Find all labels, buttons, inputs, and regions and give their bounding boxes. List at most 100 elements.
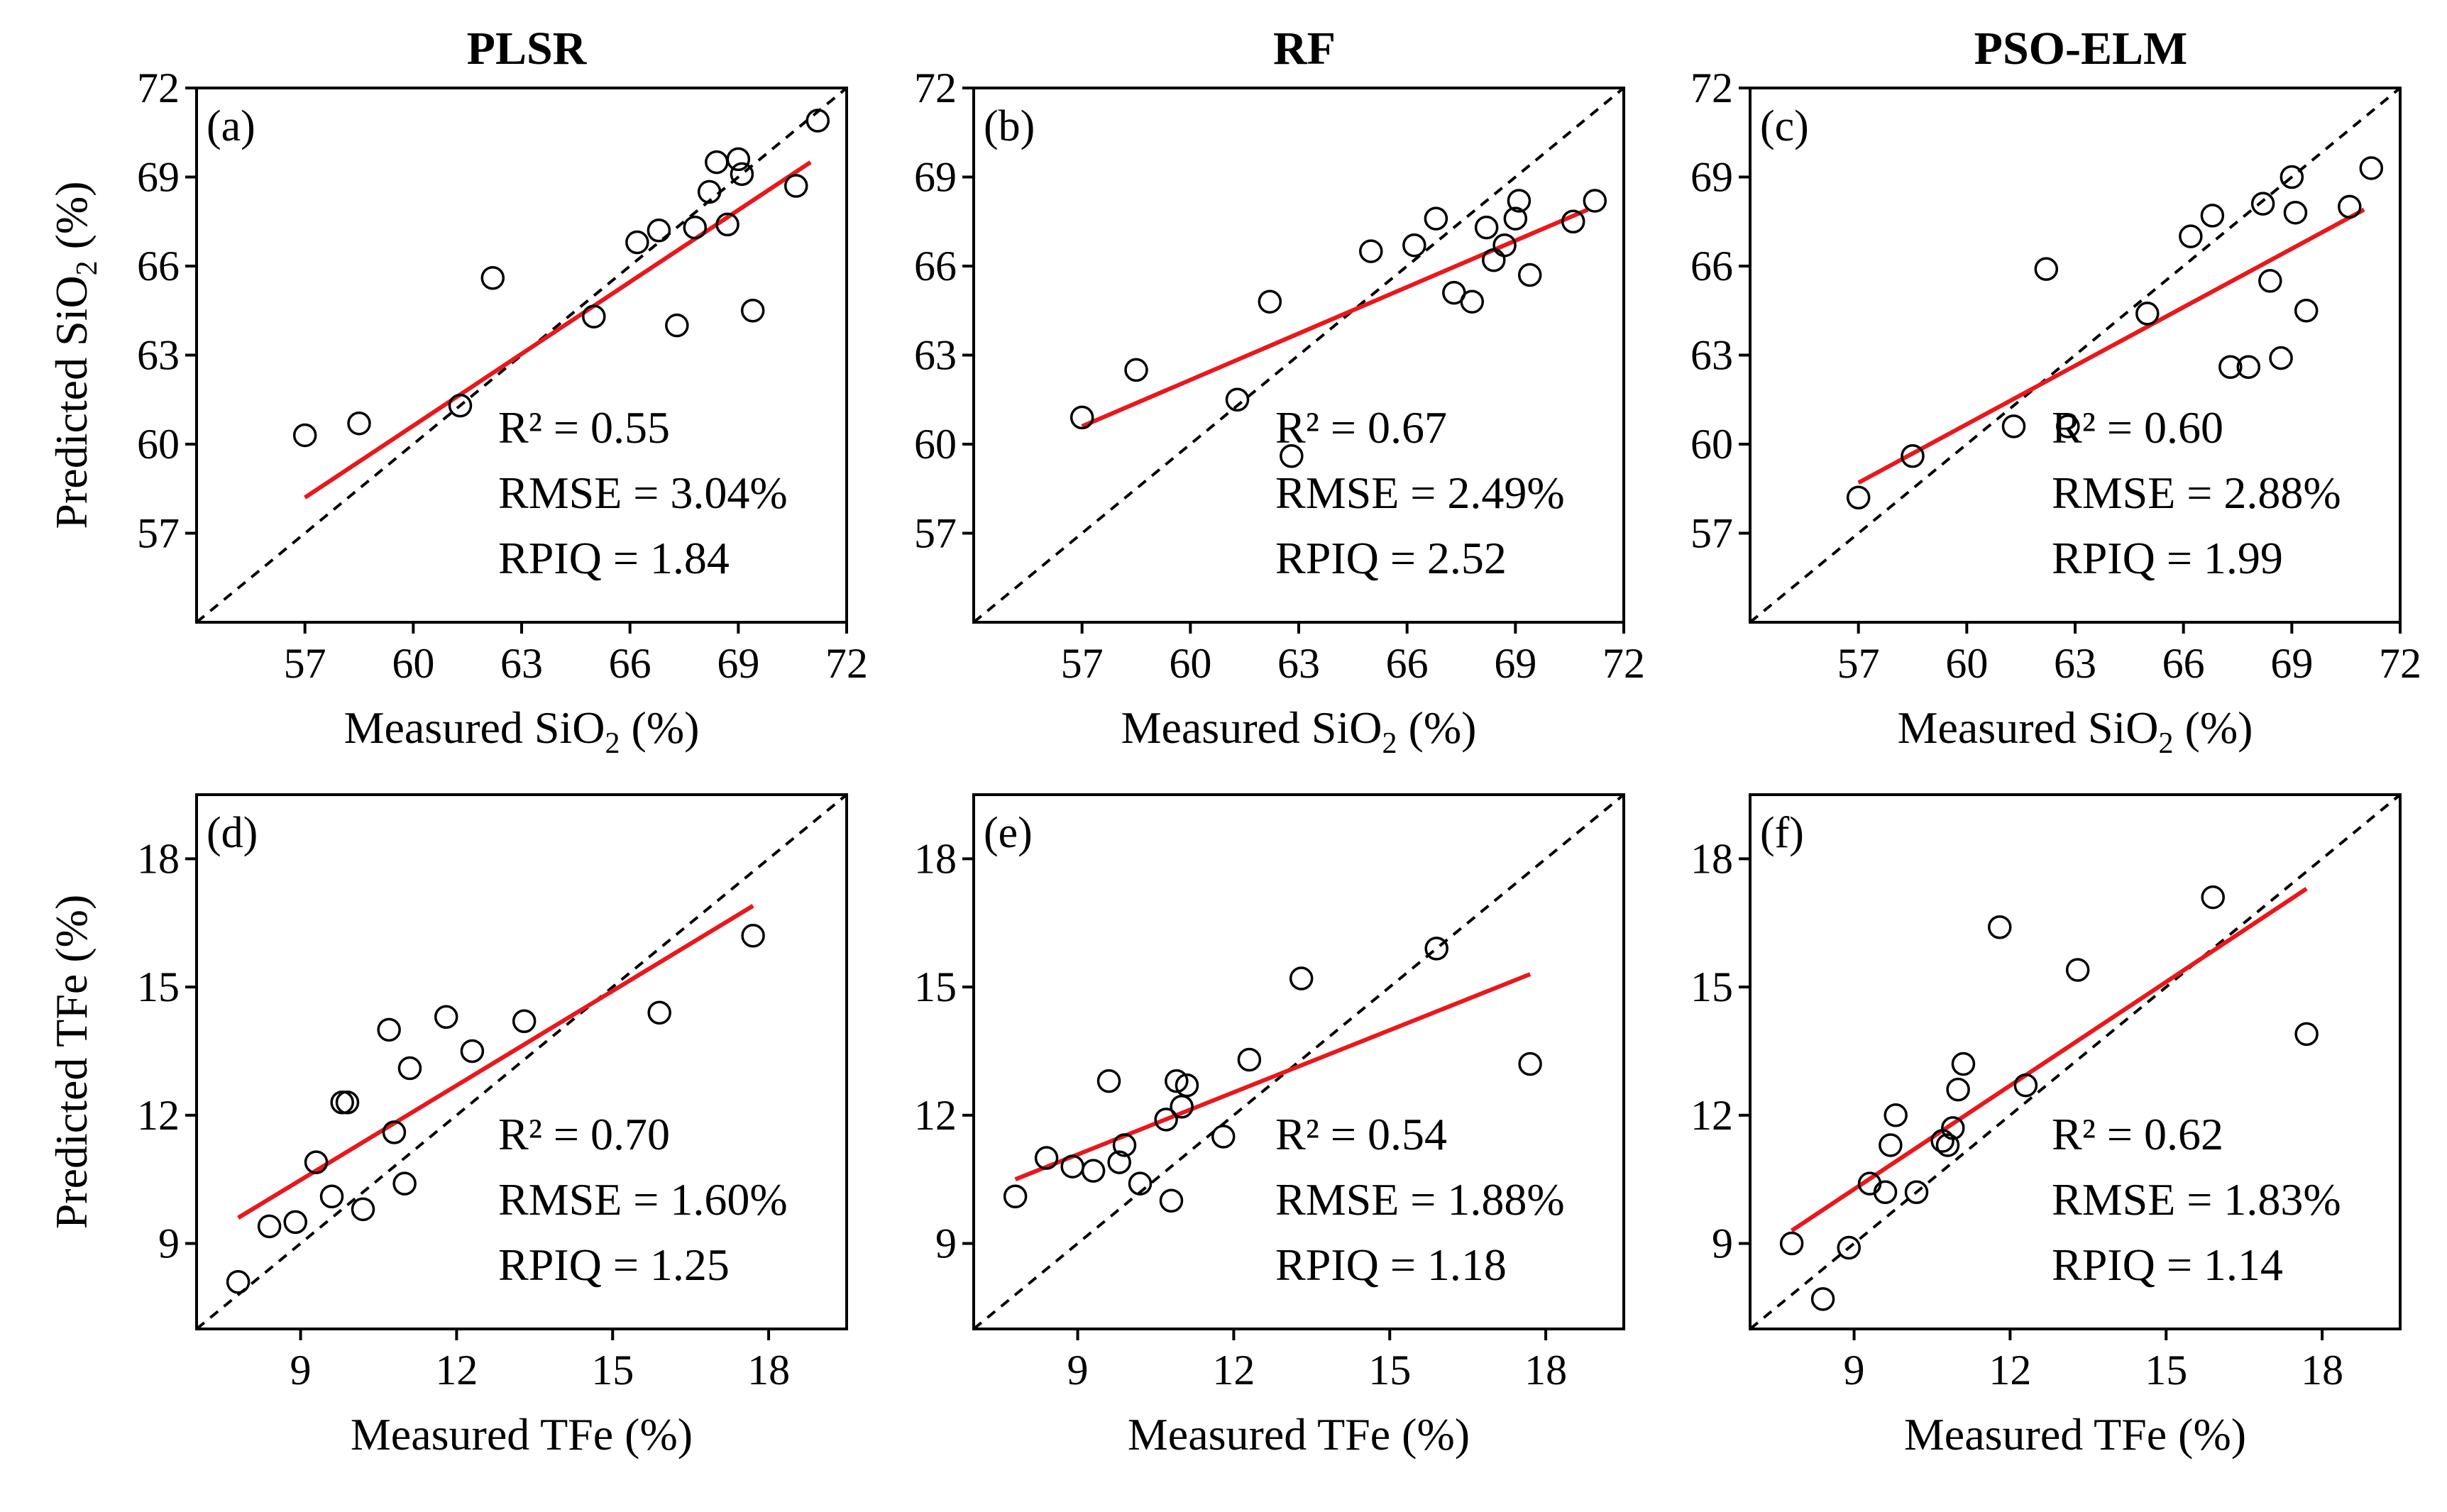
y-tick-label: 12 bbox=[914, 1092, 957, 1139]
identity-line bbox=[1750, 88, 2400, 622]
panel-label: (f) bbox=[1760, 809, 1804, 857]
data-point bbox=[1951, 1052, 1976, 1076]
x-tick-label: 57 bbox=[1061, 640, 1104, 687]
stat-r2: R² = 0.55 bbox=[498, 402, 670, 453]
x-tick-label: 12 bbox=[1212, 1347, 1255, 1394]
data-point bbox=[2250, 192, 2275, 216]
data-point bbox=[434, 1005, 458, 1029]
x-tick-label: 12 bbox=[435, 1347, 478, 1394]
data-point bbox=[1175, 1073, 1199, 1098]
data-point bbox=[512, 1009, 537, 1034]
data-point bbox=[2359, 156, 2384, 180]
y-axis-label: Predicted TFe (%) bbox=[46, 895, 97, 1230]
data-point bbox=[2135, 302, 2160, 326]
y-tick-label: 66 bbox=[1690, 243, 1733, 289]
data-point bbox=[377, 1017, 401, 1042]
y-tick-label: 57 bbox=[1690, 510, 1733, 557]
stat-rmse: RMSE = 1.60% bbox=[498, 1174, 788, 1225]
data-point bbox=[1946, 1077, 1970, 1102]
data-point bbox=[1258, 289, 1282, 314]
x-axis-label: Measured SiO2 (%) bbox=[1121, 702, 1477, 760]
stat-rpiq: RPIQ = 1.18 bbox=[1275, 1240, 1507, 1290]
stat-r2: R² = 0.67 bbox=[1275, 402, 1447, 453]
y-tick-label: 15 bbox=[914, 964, 957, 1010]
y-tick-label: 60 bbox=[137, 421, 180, 468]
data-point bbox=[397, 1056, 422, 1081]
data-point bbox=[1003, 1184, 1028, 1209]
data-point bbox=[2294, 1022, 2319, 1047]
fit-line bbox=[1790, 887, 2308, 1232]
data-point bbox=[1779, 1231, 1804, 1256]
x-tick-label: 72 bbox=[2379, 640, 2421, 687]
data-point bbox=[382, 1120, 407, 1144]
y-tick-label: 63 bbox=[137, 332, 180, 379]
data-point bbox=[2201, 885, 2225, 910]
x-tick-label: 63 bbox=[2054, 640, 2096, 687]
y-tick-label: 63 bbox=[1690, 332, 1733, 379]
column-title-plsr: PLSR bbox=[467, 23, 588, 75]
data-point bbox=[697, 180, 722, 204]
data-point bbox=[1460, 289, 1485, 314]
data-point bbox=[1402, 233, 1426, 258]
data-point bbox=[1289, 966, 1314, 990]
x-tick-label: 9 bbox=[290, 1347, 312, 1394]
data-point bbox=[2056, 414, 2080, 438]
y-tick-label: 15 bbox=[1690, 964, 1733, 1010]
data-point bbox=[1128, 1171, 1153, 1196]
stat-r2: R² = 0.60 bbox=[2052, 402, 2223, 453]
data-point bbox=[1237, 1047, 1262, 1072]
y-tick-label: 66 bbox=[914, 243, 957, 289]
y-tick-label: 15 bbox=[137, 964, 180, 1010]
data-point bbox=[1225, 387, 1250, 412]
y-tick-label: 18 bbox=[914, 835, 957, 882]
data-point bbox=[1884, 1103, 1908, 1127]
data-point bbox=[1507, 189, 1532, 213]
fit-line bbox=[1014, 972, 1532, 1181]
data-point bbox=[1107, 1150, 1131, 1174]
identity-line bbox=[197, 88, 847, 622]
data-point bbox=[665, 313, 689, 338]
stat-rmse: RMSE = 2.88% bbox=[2052, 468, 2341, 518]
x-tick-label: 60 bbox=[392, 640, 434, 687]
fit-line bbox=[237, 904, 754, 1220]
x-tick-label: 57 bbox=[284, 640, 326, 687]
data-point bbox=[292, 423, 317, 448]
chart-panel-5: 9 9 12 12 15 15 18 18 (e) R² = 0.54 RMSE = 1.88% RP… bbox=[914, 793, 1625, 1459]
chart-panel-1: 57 57 60 60 63 63 66 66 69 69 72 72 (a) R² = 0.55 RMSE… bbox=[46, 65, 868, 760]
data-point bbox=[1424, 937, 1448, 961]
data-point bbox=[1474, 215, 1499, 240]
stat-rmse: RMSE = 2.49% bbox=[1275, 468, 1565, 518]
data-point bbox=[715, 212, 739, 237]
data-point bbox=[1211, 1125, 1236, 1149]
plot-frame bbox=[1749, 793, 2402, 1330]
data-point bbox=[1846, 485, 1871, 510]
data-point bbox=[741, 924, 765, 948]
panel-label: (d) bbox=[207, 809, 258, 857]
y-tick-label: 60 bbox=[1690, 421, 1733, 468]
y-tick-label: 57 bbox=[914, 510, 957, 557]
data-point bbox=[1837, 1235, 1861, 1260]
y-tick-label: 63 bbox=[914, 332, 957, 379]
column-title-rf: RF bbox=[1273, 23, 1336, 75]
data-point bbox=[625, 230, 649, 255]
panel-label: (e) bbox=[984, 809, 1033, 857]
data-point bbox=[1159, 1188, 1184, 1213]
data-point bbox=[1517, 263, 1542, 287]
x-tick-label: 63 bbox=[500, 640, 543, 687]
data-point bbox=[730, 162, 754, 187]
panel-label: (a) bbox=[207, 102, 255, 150]
plot-frame bbox=[972, 793, 1625, 1330]
data-point bbox=[740, 299, 765, 323]
y-tick-label: 9 bbox=[935, 1220, 957, 1267]
y-tick-label: 72 bbox=[914, 65, 957, 111]
data-point bbox=[1154, 1108, 1178, 1132]
data-point bbox=[1359, 239, 1383, 263]
data-point bbox=[2179, 224, 2203, 248]
data-point bbox=[1561, 209, 1585, 233]
data-point bbox=[2338, 194, 2362, 219]
data-point bbox=[351, 1197, 375, 1222]
x-tick-label: 69 bbox=[717, 640, 759, 687]
x-tick-label: 15 bbox=[1368, 1347, 1411, 1394]
stat-rpiq: RPIQ = 1.25 bbox=[498, 1240, 730, 1290]
